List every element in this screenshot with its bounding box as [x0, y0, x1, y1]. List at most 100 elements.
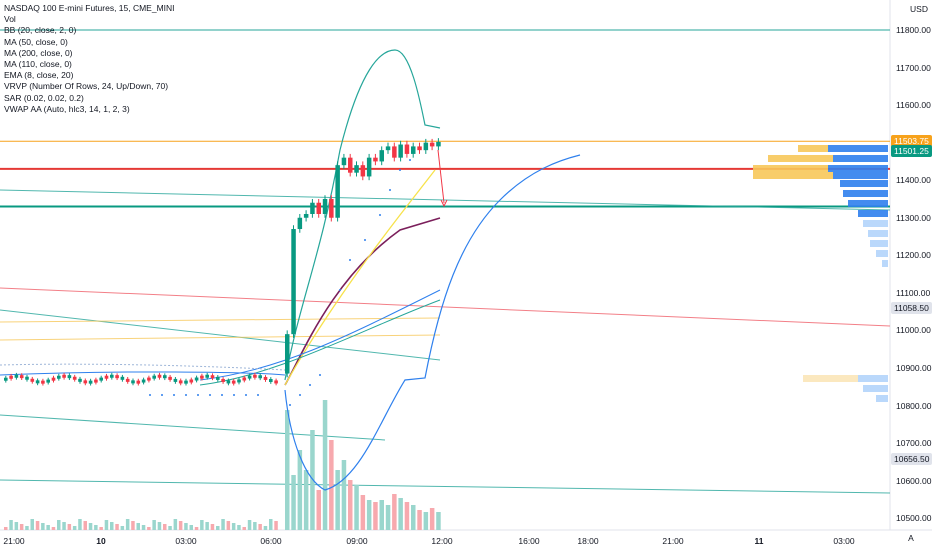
volume-bar — [237, 525, 241, 530]
candle — [341, 157, 347, 166]
time-tick-label: 16:00 — [518, 536, 540, 546]
candle — [436, 141, 441, 147]
indicator-ma200[interactable]: MA (200, close, 0) — [4, 47, 73, 58]
volume-bar — [385, 505, 391, 530]
candle — [253, 374, 257, 378]
volume-bar — [247, 520, 252, 530]
candle — [385, 146, 391, 151]
trend-line — [0, 414, 386, 441]
candle — [9, 375, 13, 379]
volume-bar — [25, 526, 29, 530]
volume-bar — [120, 526, 125, 530]
candle — [247, 375, 252, 379]
volume-bar — [51, 527, 56, 530]
volume-bar — [110, 522, 114, 530]
candle — [168, 376, 172, 380]
volume-bar — [157, 522, 162, 530]
sar-dot — [364, 239, 366, 241]
volume-bar — [141, 525, 146, 530]
candle — [35, 380, 40, 384]
volume-profile-bar — [882, 260, 888, 267]
candle — [194, 377, 199, 381]
volume-profile-bar — [753, 172, 833, 179]
indicator-vrvp[interactable]: VRVP (Number Of Rows, 24, Up/Down, 70) — [4, 81, 169, 92]
indicator-bb[interactable]: BB (20, close, 2, 0) — [4, 25, 77, 36]
candle — [205, 374, 209, 378]
candle — [67, 375, 72, 379]
volume-bar — [57, 520, 61, 530]
volume-bar — [205, 522, 209, 530]
sar-dot — [233, 394, 235, 396]
auto-scale-button[interactable]: A — [908, 533, 914, 543]
sar-dot — [389, 189, 391, 191]
price-tick-label: 10900.00 — [896, 362, 932, 373]
candle — [94, 379, 98, 383]
volume-bar — [274, 521, 278, 530]
sar-dot — [409, 159, 411, 161]
volume-profile-bar — [753, 165, 828, 172]
candle — [263, 376, 268, 380]
candle — [348, 157, 353, 173]
candle — [184, 380, 188, 384]
volume-profile-bar — [863, 220, 888, 227]
volume-bar — [168, 526, 172, 530]
volume-bar — [216, 526, 220, 530]
sar-dot — [209, 394, 211, 396]
indicator-ema[interactable]: EMA (8, close, 20) — [4, 70, 74, 81]
trend-line — [0, 479, 891, 494]
indicator-vwap[interactable]: VWAP AA (Auto, hlc3, 14, 1, 2, 3) — [4, 103, 130, 114]
volume-bar — [360, 495, 366, 530]
volume-bar — [373, 502, 378, 530]
volume-bar — [423, 512, 429, 530]
candle — [72, 376, 77, 380]
volume-bar — [285, 410, 290, 530]
candle — [242, 377, 247, 381]
volume-bar — [269, 519, 273, 530]
indicator-ma110[interactable]: MA (110, close, 0) — [4, 59, 72, 70]
volume-bar — [258, 524, 262, 530]
volume-profile-bar — [833, 172, 888, 179]
price-tick-label: 11700.00 — [896, 62, 931, 73]
price-axis[interactable]: USD 11800.00 11700.00 11600.00 11400.00 1130… — [890, 0, 932, 530]
time-axis[interactable]: 21:00 10 03:00 06:00 09:00 12:00 16:00 18:00 21:… — [0, 530, 890, 550]
volume-bar — [14, 522, 19, 530]
candle — [136, 380, 141, 384]
candle — [78, 378, 82, 382]
candle — [189, 379, 194, 383]
volume-profile-bar — [843, 190, 888, 197]
volume-bar — [436, 512, 441, 530]
volume-bar — [184, 523, 188, 530]
sar-dot — [339, 289, 341, 291]
volume-bar — [341, 460, 347, 530]
candle — [163, 375, 167, 379]
candle — [51, 377, 56, 381]
candle — [110, 374, 114, 378]
price-tick-label: 11600.00 — [896, 100, 931, 111]
volume-bar — [366, 500, 372, 530]
indicator-vol[interactable]: Vol — [4, 14, 16, 25]
volume-bar — [4, 527, 8, 530]
sar-dot — [319, 374, 321, 376]
bollinger-upper — [284, 49, 441, 381]
candle — [30, 378, 35, 382]
ma-line — [199, 289, 441, 381]
volume-bar — [99, 527, 103, 530]
candle — [173, 378, 178, 382]
volume-bar — [242, 527, 246, 530]
trend-line — [0, 309, 441, 361]
candle — [379, 150, 384, 162]
volume-bar — [200, 520, 204, 530]
sar-dot — [221, 394, 223, 396]
volume-profile-bar — [833, 155, 888, 162]
volume-bar — [62, 522, 66, 530]
candle — [83, 380, 88, 384]
candle — [258, 375, 262, 379]
candle — [269, 378, 273, 383]
volume-bar — [72, 526, 77, 530]
volume-bar — [329, 440, 334, 530]
indicator-ma50[interactable]: MA (50, close, 0) — [4, 36, 68, 47]
candle — [423, 142, 429, 151]
symbol-title[interactable]: NASDAQ 100 E-mini Futures, 15, CME_MINI — [4, 3, 175, 13]
indicator-sar[interactable]: SAR (0.02, 0.02, 0.2) — [4, 92, 84, 103]
